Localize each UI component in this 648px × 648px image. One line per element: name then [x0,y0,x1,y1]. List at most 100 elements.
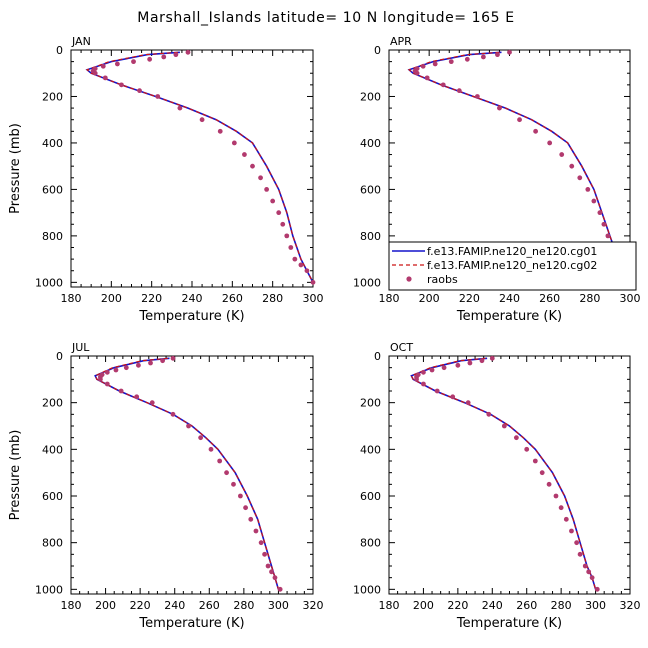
raobs-point [434,388,440,394]
raobs-point [489,355,495,361]
x-tick-label: 280 [233,599,254,612]
raobs-point [464,56,470,62]
raobs-point [448,59,454,65]
raobs-point [238,493,243,499]
raobs-point [539,470,545,476]
raobs-point [242,152,247,157]
raobs-point [420,63,426,69]
y-tick-label: 1000 [353,276,381,289]
x-tick-label: 200 [95,599,116,612]
x-tick-label: 200 [101,292,122,305]
panel-label: APR [390,35,412,48]
raobs-point [601,221,607,227]
raobs-point [198,435,204,441]
x-tick-label: 320 [620,599,641,612]
x-axis-label: Temperature (K) [138,309,244,324]
x-tick-label: 300 [303,292,324,305]
x-tick-label: 200 [413,599,434,612]
y-tick-label: 600 [360,490,381,503]
raobs-point [546,481,552,487]
y-tick-label: 0 [374,350,381,363]
legend-entry-label: f.e13.FAMIP.ne120_ne120.cg02 [427,259,597,272]
raobs-point [123,365,129,371]
raobs-point [465,400,471,406]
legend-entry-label: f.e13.FAMIP.ne120_ne120.cg01 [427,245,597,258]
raobs-point [605,233,611,239]
raobs-point [310,279,316,285]
raobs-point [495,52,500,58]
raobs-point [547,140,553,146]
raobs-point [284,233,290,239]
x-tick-label: 220 [447,599,468,612]
raobs-point [298,262,304,268]
x-tick-label: 300 [620,292,641,305]
raobs-point [441,365,447,371]
raobs-point [250,163,255,169]
x-tick-label: 280 [579,292,600,305]
panel-apr: 180 200 220 240 260 280 300 0 200 400 600 800 1000 AP… [353,35,641,324]
raobs-point [577,175,583,181]
x-tick-label: 220 [459,292,480,305]
raobs-point [147,56,153,62]
x-tick-label: 260 [199,599,220,612]
raobs-point [304,268,310,274]
raobs-point [559,152,565,157]
raobs-point [450,394,456,400]
x-tick-label: 300 [585,599,606,612]
raobs-point [455,362,461,368]
y-tick-label: 800 [360,230,381,243]
raobs-point [264,187,270,192]
raobs-point [429,367,435,373]
raobs-point [533,128,539,134]
raobs-point [134,394,140,400]
panel-oct: 180 200 220 240 260 280 300 320 0 200 400 600 800 100… [353,341,641,631]
x-tick-label: 220 [141,292,162,305]
x-tick-label: 240 [499,292,520,305]
y-tick-label: 200 [42,90,63,103]
y-tick-label: 400 [360,443,381,456]
x-tick-label: 280 [551,599,572,612]
raobs-point [277,586,283,592]
raobs-point [414,376,419,382]
raobs-point [597,210,603,216]
raobs-point [586,569,592,575]
raobs-point [569,528,574,534]
legend-box [388,241,637,291]
raobs-point [292,256,298,262]
y-tick-label: 0 [56,44,63,57]
raobs-point [102,75,108,81]
series-line-cg02 [410,357,597,590]
raobs-point [92,70,98,76]
plot-frame [70,49,314,288]
y-tick-label: 400 [42,443,63,456]
raobs-point [589,575,595,581]
x-tick-label: 180 [61,599,82,612]
raobs-point [479,358,485,364]
raobs-point [563,516,569,522]
raobs-point [424,75,430,81]
series-line-cg02 [94,357,279,590]
raobs-point [173,52,179,58]
raobs-point [170,355,176,361]
y-tick-label: 1000 [353,583,381,596]
x-tick-label: 240 [164,599,185,612]
x-tick-label: 240 [182,292,203,305]
series-line-cg02 [85,51,314,283]
raobs-point [270,198,276,204]
y-axis-label: Pressure (mb) [8,430,23,521]
y-tick-label: 1000 [35,276,63,289]
raobs-point [513,435,519,441]
raobs-point [137,88,142,94]
raobs-point [585,187,591,192]
raobs-point [582,563,588,569]
y-axis-label: Pressure (mb) [8,123,23,214]
panel-jul: 180 200 220 240 260 280 300 320 0 200 400 600 800 100… [8,341,324,631]
x-axis-label: Temperature (K) [456,616,562,631]
raobs-point [276,210,282,216]
x-tick-label: 180 [61,292,82,305]
panels-group: 180 200 220 240 260 280 300 0 200 400 600 800 1000 JA… [8,35,641,631]
raobs-point [467,360,473,366]
raobs-point [558,505,564,511]
x-tick-label: 300 [268,599,289,612]
raobs-point [149,400,155,406]
